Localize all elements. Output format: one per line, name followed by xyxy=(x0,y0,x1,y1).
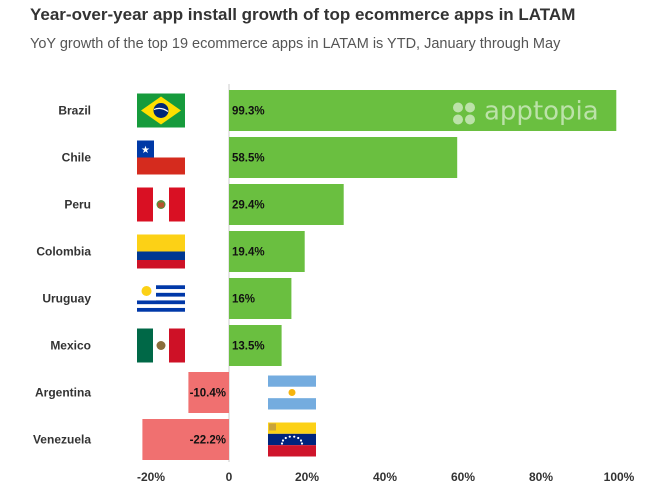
x-tick-label: 100% xyxy=(604,470,635,484)
svg-text:★: ★ xyxy=(141,145,150,156)
category-label: Mexico xyxy=(50,339,91,353)
bar-argentina xyxy=(188,372,229,413)
category-label: Uruguay xyxy=(42,292,91,306)
bar-peru xyxy=(229,184,344,225)
apptopia-logo-icon xyxy=(453,102,475,125)
x-tick-label: 0 xyxy=(226,470,233,484)
data-label: 19.4% xyxy=(232,247,265,259)
x-tick-label: -20% xyxy=(137,470,165,484)
bar-brazil xyxy=(229,90,617,131)
data-label: 99.3% xyxy=(232,106,265,118)
watermark-text: apptopia xyxy=(484,97,599,127)
chart-subtitle: YoY growth of the top 19 ecommerce apps … xyxy=(30,36,561,52)
data-label: 29.4% xyxy=(232,200,265,212)
x-tick-label: 40% xyxy=(373,470,397,484)
x-tick-label: 60% xyxy=(451,470,475,484)
uruguay-flag-icon xyxy=(137,281,185,316)
data-label: -10.4% xyxy=(190,388,226,400)
category-label: Colombia xyxy=(36,245,91,259)
bar-mexico xyxy=(229,325,282,366)
bar-colombia xyxy=(229,231,305,272)
bar-venezuela xyxy=(142,419,229,460)
category-label: Peru xyxy=(64,198,91,212)
data-label: -22.2% xyxy=(190,435,226,447)
category-label: Venezuela xyxy=(33,433,91,447)
x-tick-label: 20% xyxy=(295,470,319,484)
brazil-flag-icon xyxy=(137,93,185,128)
mexico-flag-icon xyxy=(137,328,185,363)
venezuela-flag-icon xyxy=(268,422,316,457)
data-label: 16% xyxy=(232,294,255,306)
argentina-flag-icon xyxy=(268,375,316,410)
category-label: Chile xyxy=(62,151,92,165)
data-label: 13.5% xyxy=(232,341,265,353)
category-label: Argentina xyxy=(35,386,91,400)
x-tick-label: 80% xyxy=(529,470,553,484)
peru-flag-icon xyxy=(137,187,185,222)
bar-uruguay xyxy=(229,278,292,319)
data-label: 58.5% xyxy=(232,153,265,165)
chile-flag-icon: ★ xyxy=(137,140,185,175)
colombia-flag-icon xyxy=(137,234,185,269)
chart-title: Year-over-year app install growth of top… xyxy=(30,5,576,24)
bar-chile xyxy=(229,137,458,178)
category-label: Brazil xyxy=(58,104,91,118)
